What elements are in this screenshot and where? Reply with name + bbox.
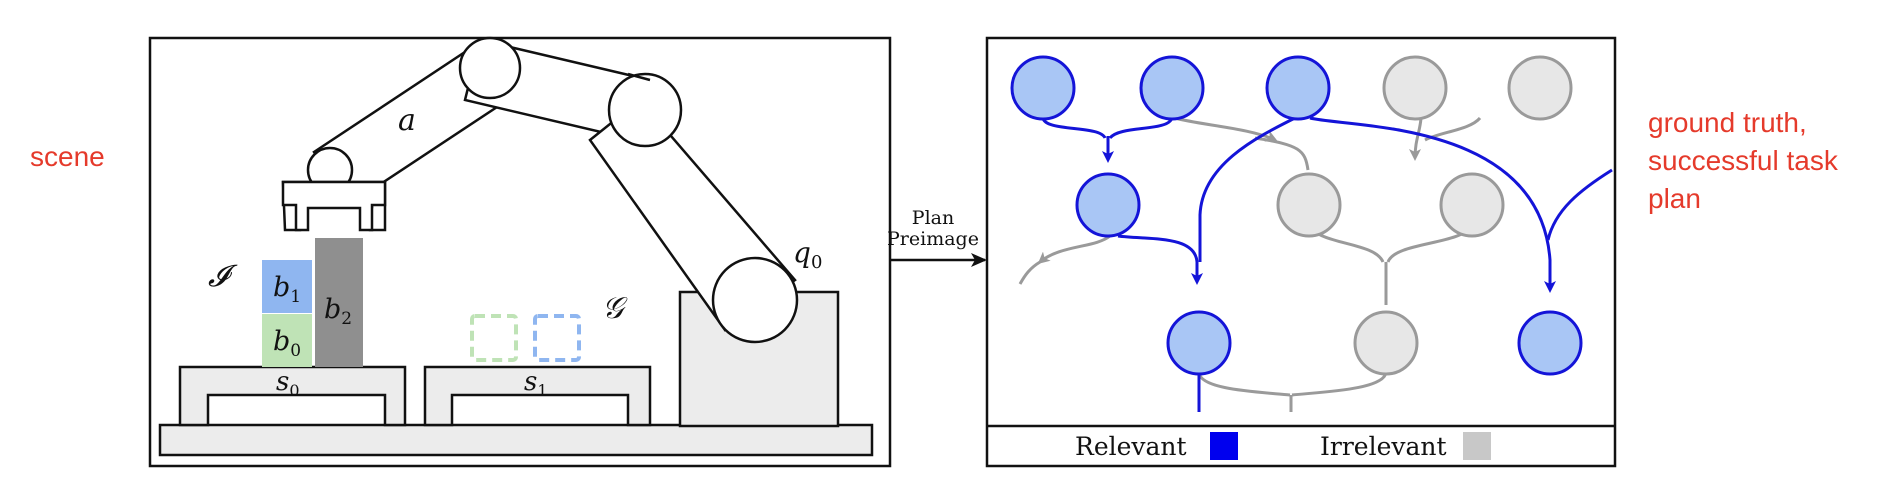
legend-relevant-label: Relevant: [1075, 432, 1187, 461]
block-b0: [262, 314, 312, 367]
legend-relevant-swatch: [1210, 432, 1238, 460]
block-b0-label: b0: [273, 326, 301, 361]
relevant-edges: [1041, 116, 1613, 412]
relevant-node: [1166, 310, 1232, 376]
relevant-node: [1075, 172, 1141, 238]
relevant-node: [1517, 310, 1583, 376]
relevant-node: [1265, 55, 1331, 121]
surface-s0: [178, 365, 407, 427]
irrelevant-node: [1353, 310, 1419, 376]
relevant-node: [1010, 55, 1076, 121]
arrow-label-line1: Plan: [912, 207, 954, 229]
block-b1: [262, 260, 312, 313]
floor: [158, 423, 874, 457]
irrelevant-node: [1507, 55, 1573, 121]
block-b2: [315, 238, 363, 367]
goal-placeholder-green: [470, 314, 518, 362]
block-b1-label: b1: [273, 272, 301, 307]
goal-placeholder-blue: [533, 314, 581, 362]
graph-nodes: [1010, 55, 1583, 376]
surface-s0-label: s0: [276, 367, 300, 400]
plan-preimage-arrow: Plan Preimage: [887, 207, 987, 267]
scene-label: scene: [30, 141, 105, 172]
robot-config-label: q0: [793, 236, 822, 273]
ground-truth-label: ground truth, successful task plan: [1648, 107, 1838, 214]
legend-irrelevant-label: Irrelevant: [1320, 432, 1447, 461]
irrelevant-node: [1276, 172, 1342, 238]
irrelevant-node: [1439, 172, 1505, 238]
scene-panel: a q0 𝓘 𝒢 b1 b0 b2 s0 s1: [148, 36, 892, 468]
gripper: [281, 180, 387, 232]
arm-link-label: a: [398, 103, 416, 138]
block-b2-label: b2: [324, 294, 352, 329]
legend-irrelevant-swatch: [1463, 432, 1491, 460]
arrow-label-line2: Preimage: [887, 228, 979, 250]
irrelevant-node: [1382, 55, 1448, 121]
graph-panel: Relevant Irrelevant: [985, 36, 1617, 468]
surface-s1-label: s1: [524, 367, 548, 400]
surface-s1: [423, 365, 652, 427]
relevant-node: [1139, 55, 1205, 121]
legend: Relevant Irrelevant: [1075, 432, 1491, 461]
